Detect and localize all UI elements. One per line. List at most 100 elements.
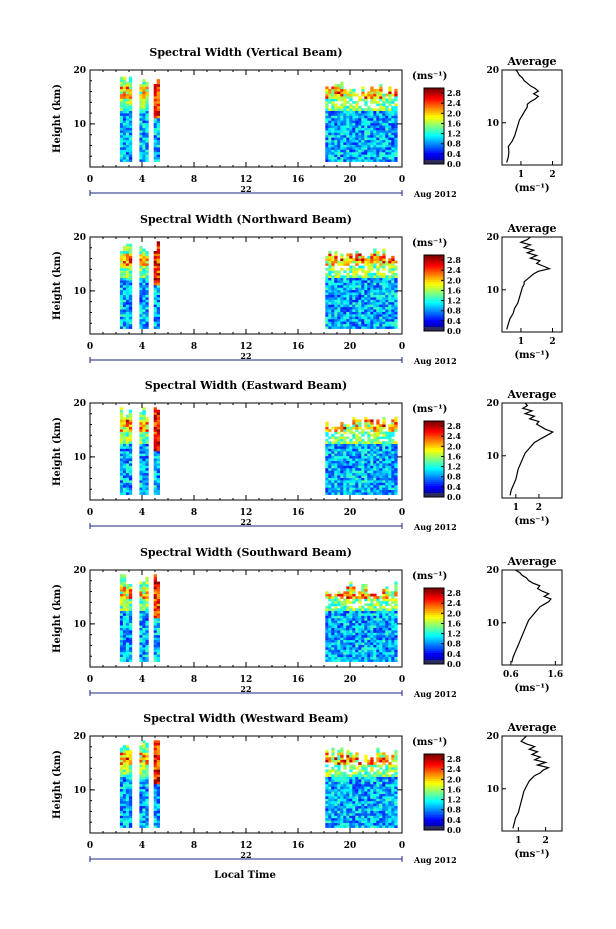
heatmap-cell (352, 615, 356, 619)
heatmap-cell (328, 255, 332, 259)
heatmap-cell (343, 793, 347, 797)
heatmap-cell (376, 467, 380, 471)
heatmap-cell (364, 480, 368, 483)
heatmap-cell (340, 105, 344, 109)
heatmap-cell (125, 159, 130, 162)
heatmap-cell (156, 455, 160, 459)
heatmap-cell (125, 610, 130, 614)
heatmap-cell (340, 321, 344, 325)
heatmap-cell (361, 644, 365, 648)
colorbar-segment (424, 478, 444, 481)
heatmap-cell (119, 306, 124, 310)
heatmap-cell (142, 280, 146, 283)
heatmap-cell (122, 421, 127, 425)
colorbar-tick-label: 0.8 (447, 306, 461, 316)
heatmap-cell (367, 610, 371, 614)
colorbar-segment (424, 268, 444, 271)
heatmap-cell (376, 287, 380, 291)
heatmap-cell (370, 149, 374, 153)
heatmap-cell (394, 475, 398, 478)
heatmap-cell (125, 433, 130, 437)
heatmap-cell (346, 113, 350, 116)
heatmap-cell (153, 91, 157, 95)
heatmap-cell (385, 105, 389, 109)
heatmap-cell (128, 108, 133, 111)
heatmap-cell (153, 757, 157, 761)
heatmap-cell (331, 608, 335, 611)
heatmap-cell (125, 800, 130, 804)
heatmap-cell (340, 783, 344, 787)
heatmap-cell (334, 651, 338, 655)
heatmap-cell (119, 581, 124, 585)
heatmap-cell (153, 110, 157, 114)
heatmap-cell (352, 651, 356, 655)
heatmap-cell (364, 134, 368, 138)
heatmap-cell (358, 591, 362, 595)
heatmap-cell (373, 110, 377, 114)
heatmap-cell (145, 93, 149, 97)
heatmap-cell (382, 277, 386, 281)
heatmap-cell (139, 586, 143, 590)
heatmap-cell (373, 489, 377, 493)
heatmap-cell (153, 407, 157, 411)
heatmap-cell (139, 251, 143, 254)
heatmap-cell (385, 284, 389, 288)
heatmap-cell (145, 326, 149, 329)
heatmap-cell (142, 637, 146, 641)
heatmap-cell (385, 314, 389, 317)
heatmap-cell (370, 151, 374, 155)
heatmap-cell (125, 788, 130, 792)
heatmap-cell (358, 596, 362, 599)
heatmap-cell (325, 617, 329, 621)
heatmap-cell (358, 134, 362, 138)
heatmap-cell (364, 289, 368, 293)
heatmap-cell (370, 323, 374, 327)
heatmap-cell (364, 326, 368, 329)
heatmap-cell (340, 441, 344, 444)
heatmap-cell (334, 318, 338, 322)
heatmap-cell (325, 438, 329, 442)
heatmap-cell (156, 588, 160, 592)
heatmap-cell (340, 805, 344, 809)
heatmap-cell (119, 263, 124, 266)
heatmap-cell (352, 433, 356, 437)
colorbar-segment (424, 99, 444, 102)
heatmap-cell (128, 472, 133, 476)
heatmap-cell (331, 260, 335, 264)
heatmap-cell (125, 115, 130, 119)
heatmap-cell (153, 287, 157, 291)
heatmap-cell (340, 267, 344, 271)
heatmap-cell (142, 407, 146, 411)
heatmap-cell (382, 630, 386, 633)
heatmap-cell (382, 433, 386, 437)
heatmap-cell (394, 134, 398, 138)
heatmap-cell (370, 644, 374, 648)
heatmap-cell (156, 762, 160, 765)
heatmap-cell (355, 100, 359, 104)
heatmap-cell (370, 127, 374, 131)
heatmap-cell (125, 617, 130, 621)
heatmap-cell (153, 323, 157, 327)
heatmap-cell (340, 299, 344, 303)
heatmap-cell (142, 426, 146, 430)
heatmap-cell (361, 120, 365, 124)
heatmap-cell (343, 149, 347, 153)
heatmap-cell (394, 620, 398, 624)
heatmap-cell (119, 803, 124, 807)
heatmap-cell (328, 639, 332, 643)
heatmap-cell (328, 122, 332, 126)
heatmap-cell (355, 656, 359, 660)
heatmap-cell (358, 610, 362, 614)
heatmap-cell (373, 622, 377, 626)
heatmap-cell (382, 608, 386, 611)
heatmap-cell (153, 299, 157, 303)
heatmap-cell (355, 647, 359, 650)
heatmap-cell (355, 93, 359, 97)
heatmap-cell (349, 605, 353, 609)
heatmap-cell (128, 625, 133, 628)
heatmap-cell (139, 246, 143, 249)
heatmap-cell (125, 781, 130, 785)
heatmap-cell (128, 301, 133, 305)
heatmap-cell (340, 774, 344, 777)
heatmap-cell (376, 323, 380, 327)
